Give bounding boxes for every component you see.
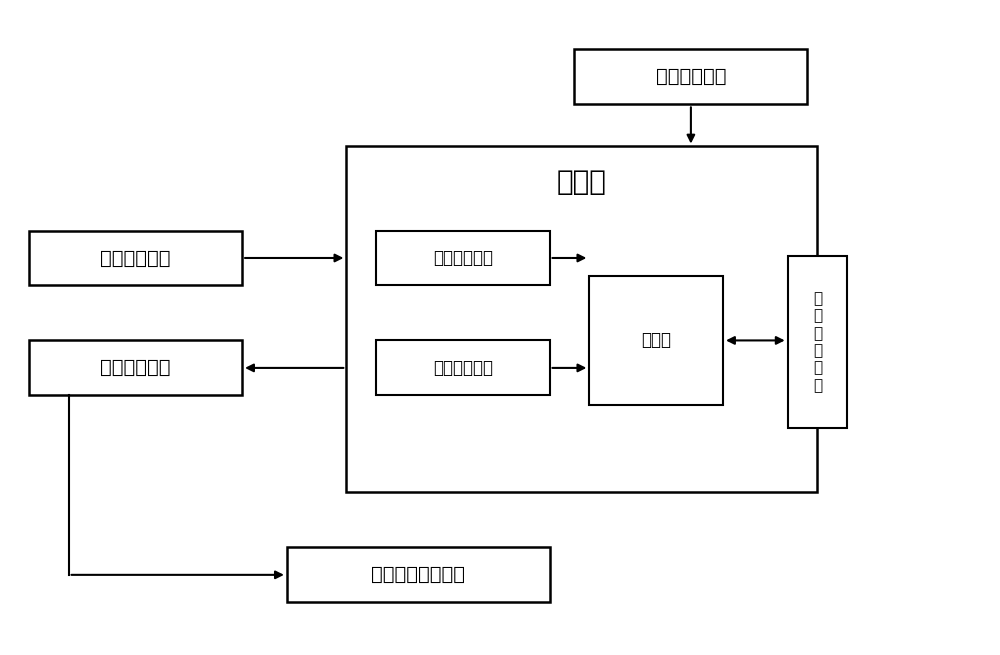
Bar (589, 276, 723, 405)
Text: 储
能
分
析
模
块: 储 能 分 析 模 块 (813, 291, 822, 393)
Text: 电量控制执行模块: 电量控制执行模块 (371, 565, 465, 584)
Bar (29, 341, 242, 396)
Text: 注册登录模块: 注册登录模块 (433, 359, 493, 377)
Bar (287, 548, 550, 603)
Bar (346, 147, 817, 493)
Bar (574, 49, 807, 104)
Text: 分析分配模块: 分析分配模块 (433, 249, 493, 267)
Text: 数据采集模块: 数据采集模块 (100, 248, 171, 267)
Text: 数据库: 数据库 (641, 331, 671, 349)
Bar (376, 231, 550, 286)
Text: 资源采集模块: 资源采集模块 (656, 67, 726, 86)
Bar (788, 256, 847, 428)
Bar (29, 231, 242, 286)
Bar (376, 341, 550, 396)
Text: 服务器: 服务器 (557, 168, 607, 196)
Text: 聚合分析模块: 聚合分析模块 (100, 358, 171, 377)
